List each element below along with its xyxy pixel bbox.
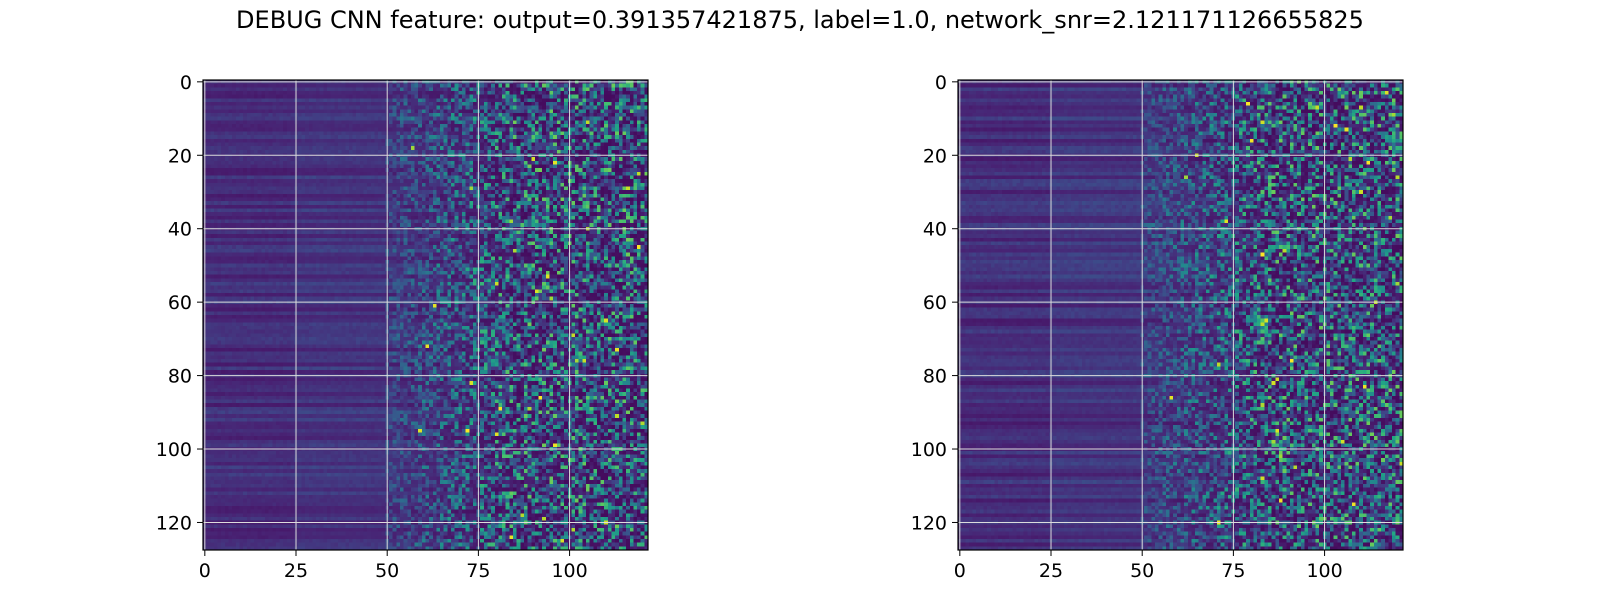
heatmap-cells xyxy=(203,80,648,550)
x-tick-label: 25 xyxy=(1039,560,1063,582)
heatmap-panel-left: 0 25 50 75 100 0 20 40 60 80 100 120 xyxy=(156,72,649,582)
x-tick-label: 0 xyxy=(199,560,211,582)
y-tick-label: 100 xyxy=(911,439,947,461)
y-tick-label: 40 xyxy=(923,219,947,241)
y-tick-label: 40 xyxy=(168,219,192,241)
axes-frame xyxy=(202,79,649,551)
y-tick-label: 60 xyxy=(168,292,192,314)
x-tick-label: 0 xyxy=(954,560,966,582)
heatmap-cells xyxy=(958,80,1403,550)
x-tick-label: 50 xyxy=(375,560,399,582)
y-tick-label: 100 xyxy=(156,439,192,461)
x-tick-label: 100 xyxy=(1306,560,1342,582)
y-tick-label: 0 xyxy=(180,72,192,94)
y-tick-label: 120 xyxy=(911,512,947,534)
y-tick-label: 0 xyxy=(935,72,947,94)
x-tick-label: 50 xyxy=(1130,560,1154,582)
y-tick-label: 60 xyxy=(923,292,947,314)
x-tick-label: 100 xyxy=(551,560,587,582)
axes-frame xyxy=(957,79,1404,551)
y-tick-label: 80 xyxy=(923,366,947,388)
x-tick-label: 25 xyxy=(284,560,308,582)
figure-title: DEBUG CNN feature: output=0.391357421875… xyxy=(236,6,1364,34)
heatmap-panel-right: 0 25 50 75 100 0 20 40 60 80 100 120 xyxy=(911,72,1404,582)
x-tick-label: 75 xyxy=(466,560,490,582)
y-tick-label: 80 xyxy=(168,366,192,388)
y-tick-label: 20 xyxy=(168,145,192,167)
x-tick-label: 75 xyxy=(1221,560,1245,582)
y-tick-label: 20 xyxy=(923,145,947,167)
y-tick-label: 120 xyxy=(156,512,192,534)
